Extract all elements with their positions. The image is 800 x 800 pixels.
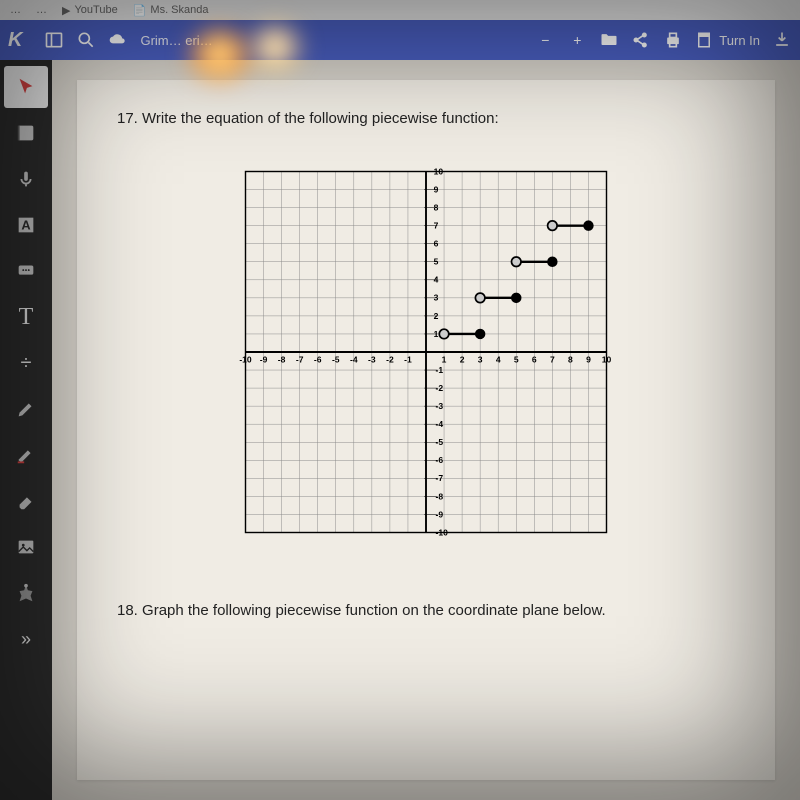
svg-text:-6: -6 xyxy=(314,354,322,364)
sidebar-toggle-icon[interactable] xyxy=(44,30,64,50)
text-tool[interactable]: T xyxy=(4,296,48,338)
math-tool[interactable]: ÷ xyxy=(4,342,48,384)
pen-tool[interactable] xyxy=(4,388,48,430)
svg-text:-4: -4 xyxy=(350,354,358,364)
svg-text:3: 3 xyxy=(478,354,483,364)
folder-icon[interactable] xyxy=(599,30,619,50)
svg-text:9: 9 xyxy=(586,354,591,364)
turn-in-label: Turn In xyxy=(719,33,760,48)
share-icon[interactable] xyxy=(631,30,651,50)
svg-text:A: A xyxy=(21,218,30,233)
svg-text:-3: -3 xyxy=(368,354,376,364)
svg-text:-7: -7 xyxy=(296,354,304,364)
highlighter-tool[interactable] xyxy=(4,434,48,476)
comment-tool[interactable] xyxy=(4,250,48,292)
question-number: 17. xyxy=(117,110,138,127)
question-18: 18. Graph the following piecewise functi… xyxy=(117,602,735,619)
question-number: 18. xyxy=(117,602,138,619)
app-toolbar: K Grim… eri… − + Turn In xyxy=(0,20,800,60)
question-17: 17. Write the equation of the following … xyxy=(117,110,735,127)
drawing-tool[interactable] xyxy=(4,572,48,614)
svg-text:8: 8 xyxy=(568,354,573,364)
more-tool[interactable]: » xyxy=(4,618,48,660)
svg-text:7: 7 xyxy=(550,354,555,364)
svg-text:-8: -8 xyxy=(278,354,286,364)
browser-tab[interactable]: ▶ YouTube xyxy=(62,4,118,17)
svg-text:5: 5 xyxy=(514,354,519,364)
svg-text:10: 10 xyxy=(602,354,612,364)
download-icon[interactable] xyxy=(772,30,792,50)
svg-text:4: 4 xyxy=(496,354,501,364)
print-icon[interactable] xyxy=(663,30,683,50)
zoom-out-button[interactable]: − xyxy=(535,30,555,50)
svg-text:-2: -2 xyxy=(386,354,394,364)
app-logo: K xyxy=(8,29,22,52)
browser-tab[interactable]: 📄 Ms. Skanda xyxy=(133,4,209,17)
cloud-icon[interactable] xyxy=(108,30,128,50)
search-icon[interactable] xyxy=(76,30,96,50)
tool-sidebar: A T ÷ » xyxy=(0,60,52,800)
eraser-tool[interactable] xyxy=(4,480,48,522)
worksheet-page: 17. Write the equation of the following … xyxy=(77,80,775,780)
question-text: Write the equation of the following piec… xyxy=(142,110,499,127)
svg-text:-9: -9 xyxy=(260,354,268,364)
document-title: Grim… eri… xyxy=(140,33,212,48)
page-content: 17. Write the equation of the following … xyxy=(52,60,800,800)
turn-in-button[interactable]: Turn In xyxy=(695,31,760,49)
image-tool[interactable] xyxy=(4,526,48,568)
dictionary-tool[interactable] xyxy=(4,112,48,154)
svg-text:6: 6 xyxy=(532,354,537,364)
audio-tool[interactable] xyxy=(4,158,48,200)
svg-text:-10: -10 xyxy=(239,354,252,364)
svg-text:1: 1 xyxy=(442,354,447,364)
pointer-tool[interactable] xyxy=(4,66,48,108)
question-text: Graph the following piecewise function o… xyxy=(142,602,606,619)
coordinate-graph: -10-9-8-7-6-5-4-3-2-11234567891010987654… xyxy=(236,162,616,542)
zoom-in-button[interactable]: + xyxy=(567,30,587,50)
svg-text:2: 2 xyxy=(460,354,465,364)
browser-tab-strip: … … ▶ YouTube 📄 Ms. Skanda xyxy=(0,0,800,20)
svg-text:-1: -1 xyxy=(404,354,412,364)
browser-tab[interactable]: … xyxy=(10,4,21,16)
text-highlight-tool[interactable]: A xyxy=(4,204,48,246)
svg-text:-5: -5 xyxy=(332,354,340,364)
browser-tab[interactable]: … xyxy=(36,4,47,16)
